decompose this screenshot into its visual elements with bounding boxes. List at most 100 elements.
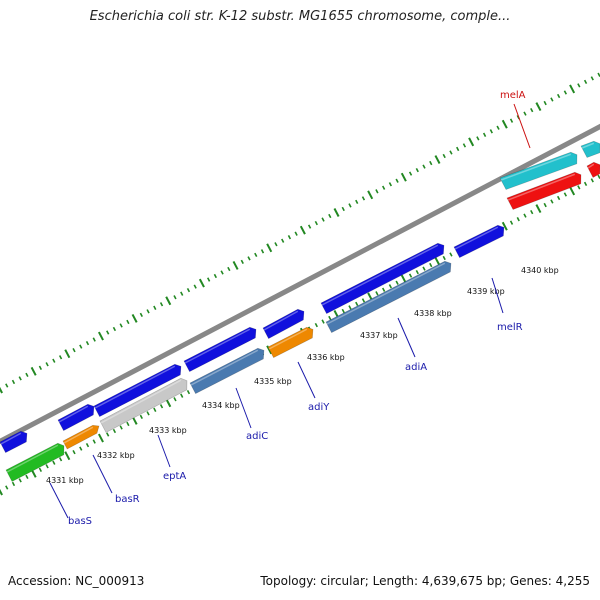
inner-tick: [64, 451, 71, 461]
outer-tick: [415, 167, 419, 173]
kbp-label: 4334 kbp: [202, 401, 240, 410]
feature-highlight: [6, 444, 59, 473]
outer-tick: [434, 155, 441, 164]
outer-tick: [79, 344, 83, 349]
outer-tick: [429, 160, 433, 166]
gene-label-adiC[interactable]: adiC: [246, 431, 268, 442]
feature-adiC[interactable]: [189, 347, 265, 395]
feature-melA[interactable]: [499, 151, 578, 190]
accession-text: Accession: NC_000913: [8, 574, 145, 588]
outer-tick: [468, 137, 475, 147]
outer-tick: [299, 225, 306, 235]
kbp-label: 4332 kbp: [97, 451, 135, 460]
inner-tick: [153, 407, 157, 412]
gene-label-adiA[interactable]: adiA: [405, 362, 427, 373]
inner-tick: [395, 280, 399, 285]
outer-tick: [400, 172, 407, 182]
outer-tick: [159, 302, 164, 307]
feature-highlight: [0, 432, 22, 445]
inner-tick: [388, 284, 393, 289]
inner-tick: [422, 266, 426, 271]
outer-tick: [535, 102, 542, 112]
feature-highlight: [581, 142, 595, 149]
outer-tick: [274, 242, 278, 247]
outer-tick: [112, 326, 117, 332]
inner-tick: [501, 221, 508, 231]
gene-label-melR[interactable]: melR: [497, 322, 523, 333]
feature-blue[interactable]: [93, 363, 182, 418]
outer-tick: [388, 182, 393, 187]
feature-adiA[interactable]: [325, 260, 452, 334]
inner-tick: [139, 414, 143, 420]
outer-tick: [198, 278, 205, 288]
outer-tick: [213, 273, 218, 279]
outer-tick: [341, 206, 345, 212]
outer-tick: [119, 323, 123, 328]
chromosome-backbone: [0, 123, 600, 445]
outer-tick: [361, 196, 366, 201]
gene-label-eptA[interactable]: eptA: [163, 471, 186, 482]
feature-highlight: [190, 349, 259, 386]
feature-highlight: [263, 310, 299, 331]
inner-tick: [415, 269, 419, 275]
outer-tick: [254, 252, 258, 257]
feature-eptA[interactable]: [99, 377, 188, 433]
inner-tick: [18, 478, 22, 483]
inner-tick: [355, 301, 359, 307]
outer-tick: [266, 243, 273, 253]
inner-tick: [516, 217, 520, 222]
inner-tick: [97, 433, 104, 443]
inner-tick: [382, 287, 386, 292]
gene-labels[interactable]: basS basR eptA adiC adiY adiA melR melA: [49, 90, 531, 527]
inner-tick: [11, 481, 16, 487]
feature-cyan[interactable]: [580, 140, 600, 158]
gene-label-melA[interactable]: melA: [500, 90, 526, 101]
outer-tick: [165, 296, 172, 306]
inner-tick: [408, 273, 413, 278]
inner-tick: [321, 319, 325, 324]
outer-tick: [314, 220, 318, 226]
gene-label-basS[interactable]: basS: [68, 516, 92, 527]
feature-blue[interactable]: [262, 308, 305, 340]
outer-tick: [476, 136, 480, 141]
inner-tick: [0, 488, 3, 496]
outer-tick: [45, 362, 49, 367]
kbp-label: 4335 kbp: [254, 377, 292, 386]
feature-blue[interactable]: [183, 326, 257, 373]
outer-tick: [247, 256, 251, 261]
feature-blue[interactable]: [0, 430, 28, 454]
gene-features[interactable]: [0, 140, 600, 482]
gene-label-adiY[interactable]: adiY: [308, 402, 330, 413]
kbp-scale-labels: 4331 kbp 4332 kbp 4333 kbp 4334 kbp 4335 kbp…: [46, 266, 559, 485]
inner-tick: [92, 439, 96, 444]
inner-tick: [52, 460, 56, 465]
inner-tick: [577, 185, 581, 190]
outer-tick: [422, 164, 426, 169]
outer-tick: [126, 319, 130, 325]
inner-tick: [79, 446, 83, 451]
feature-melR[interactable]: [453, 224, 505, 259]
outer-tick: [355, 199, 359, 205]
outer-tick: [321, 217, 325, 222]
feature-highlight: [94, 365, 176, 409]
outer-tick: [462, 143, 467, 148]
outer-tick: [38, 365, 43, 370]
inner-tick: [159, 404, 164, 409]
outer-tick: [550, 97, 554, 102]
feature-adiY[interactable]: [267, 326, 314, 359]
feature-basR[interactable]: [62, 424, 100, 450]
feature-blue[interactable]: [57, 403, 95, 432]
outer-tick: [260, 249, 265, 254]
gene-label-basR[interactable]: basR: [115, 494, 140, 505]
feature-highlight: [500, 153, 572, 181]
inner-tick: [361, 298, 366, 303]
kbp-label: 4338 kbp: [414, 309, 452, 318]
feature-blue[interactable]: [320, 242, 445, 315]
inner-tick: [72, 450, 76, 455]
feature-highlight: [268, 328, 308, 350]
outer-tick: [294, 231, 298, 236]
feature-basS[interactable]: [5, 442, 65, 482]
feature-highlight: [587, 163, 595, 169]
feature-melA[interactable]: [506, 171, 582, 210]
